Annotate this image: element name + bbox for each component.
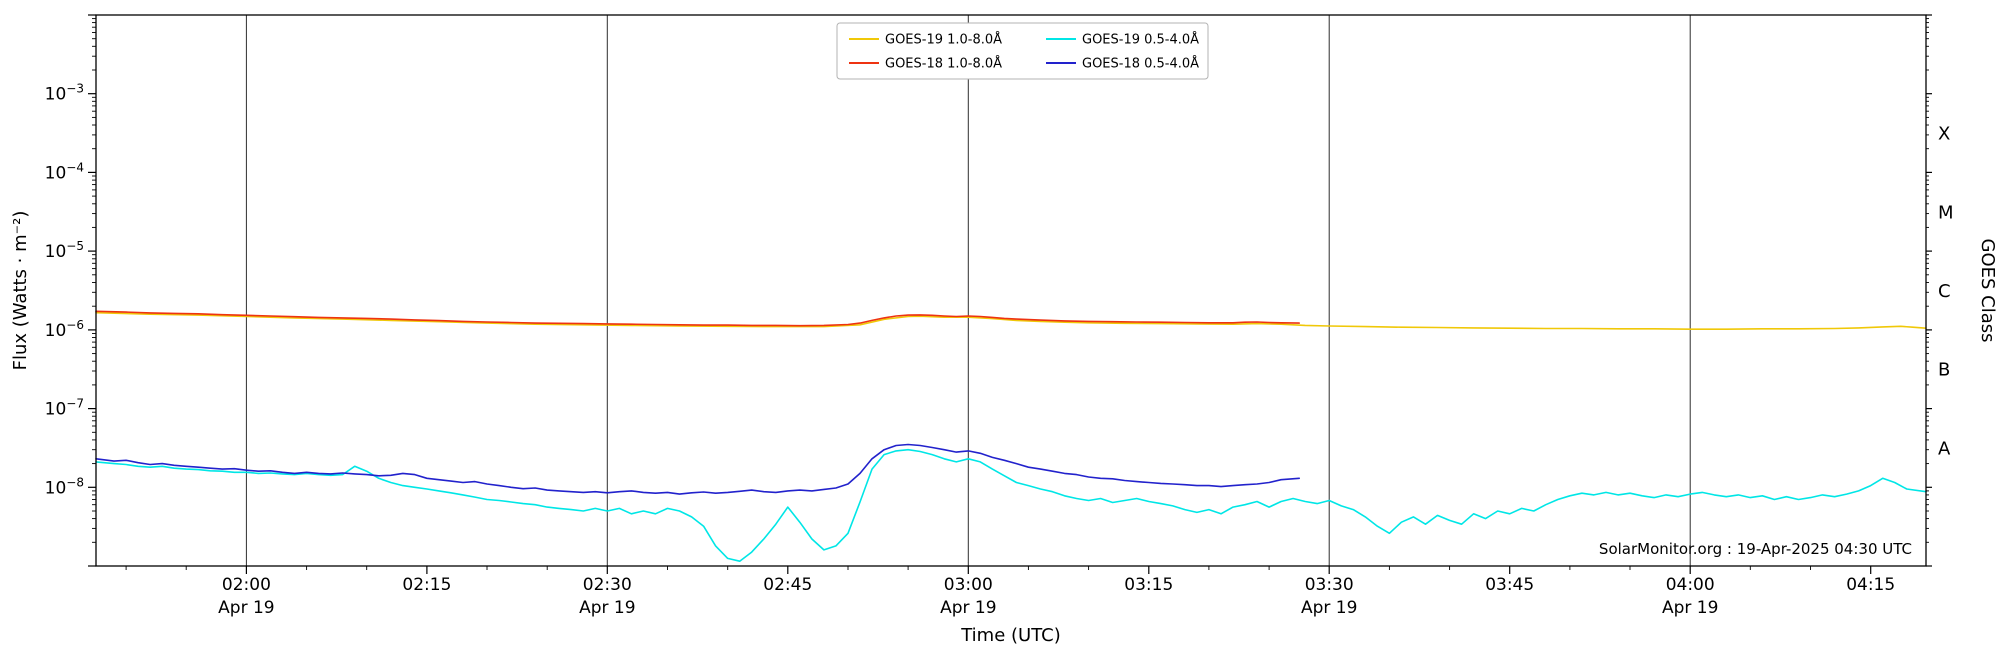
goes-class-label: A bbox=[1938, 438, 1951, 459]
legend-label-goes18-long: GOES-18 1.0-8.0Å bbox=[885, 56, 1002, 72]
x-tick-label: 02:45 bbox=[763, 575, 812, 595]
x-tick-date-label: Apr 19 bbox=[1301, 598, 1357, 618]
x-tick-label: 03:45 bbox=[1485, 575, 1534, 595]
y-tick-label: 10−7 bbox=[45, 397, 84, 420]
legend-label-goes19-short: GOES-19 0.5-4.0Å bbox=[1082, 32, 1199, 48]
series-line-goes19-short bbox=[95, 448, 1927, 563]
x-tick-label: 02:30 bbox=[583, 575, 632, 595]
goes-class-label: M bbox=[1938, 202, 1954, 223]
legend-box bbox=[836, 22, 1209, 80]
x-tick-label: 03:00 bbox=[944, 575, 993, 595]
x-tick-label: 03:30 bbox=[1305, 575, 1354, 595]
x-tick-label: 03:15 bbox=[1124, 575, 1173, 595]
x-tick-label: 02:15 bbox=[402, 575, 451, 595]
series-line-goes19-long bbox=[95, 311, 1927, 331]
series-line-goes18-long bbox=[95, 310, 1300, 327]
x-tick-date-label: Apr 19 bbox=[940, 598, 996, 618]
y-tick-label: 10−4 bbox=[45, 160, 84, 183]
x-tick-label: 02:00 bbox=[222, 575, 271, 595]
x-axis-title: Time (UTC) bbox=[960, 625, 1061, 646]
y-axis-right-title: GOES Class bbox=[1977, 239, 1998, 343]
goes-class-label: C bbox=[1938, 281, 1951, 302]
y-tick-label: 10−3 bbox=[45, 82, 84, 105]
y-axis-title: Flux (Watts · m⁻²) bbox=[10, 211, 31, 371]
x-tick-label: 04:15 bbox=[1846, 575, 1895, 595]
x-tick-date-label: Apr 19 bbox=[1662, 598, 1718, 618]
y-tick-label: 10−6 bbox=[45, 318, 84, 341]
y-tick-label: 10−8 bbox=[45, 475, 84, 498]
legend-label-goes19-long: GOES-19 1.0-8.0Å bbox=[885, 32, 1002, 48]
y-tick-label: 10−5 bbox=[45, 239, 84, 262]
x-tick-label: 04:00 bbox=[1666, 575, 1715, 595]
x-tick-date-label: Apr 19 bbox=[218, 598, 274, 618]
series-line-goes18-short bbox=[95, 443, 1300, 495]
x-tick-date-label: Apr 19 bbox=[579, 598, 635, 618]
goes-class-label: X bbox=[1938, 124, 1950, 145]
goes-class-label: B bbox=[1938, 360, 1950, 381]
plot-border bbox=[95, 14, 1927, 567]
legend-label-goes18-short: GOES-18 0.5-4.0Å bbox=[1082, 56, 1199, 72]
source-annotation: SolarMonitor.org : 19-Apr-2025 04:30 UTC bbox=[1599, 540, 1912, 558]
